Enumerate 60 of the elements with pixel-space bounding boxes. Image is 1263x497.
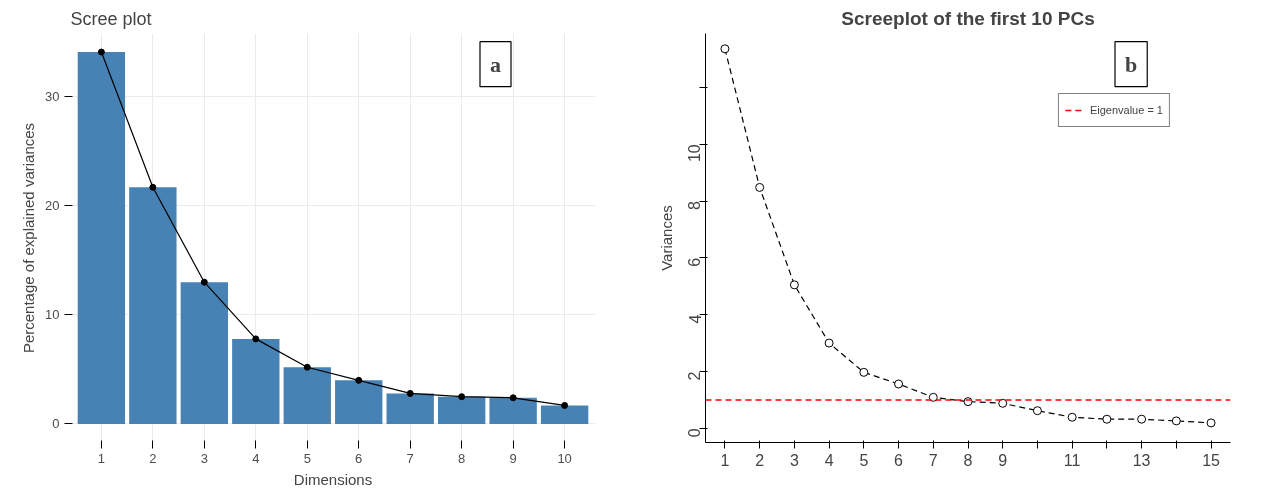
bar (489, 397, 537, 424)
bar (438, 396, 486, 424)
y-axis-title: Variances (657, 205, 675, 271)
bar (232, 338, 280, 424)
y-tick-label: 10 (686, 144, 704, 163)
y-tick-label: 0 (686, 428, 704, 438)
x-tick-label: 5 (859, 451, 869, 469)
y-tick-label: 2 (686, 371, 704, 381)
x-tick-label: 15 (1202, 451, 1221, 469)
point (458, 393, 466, 401)
annotation: a (490, 51, 501, 77)
y-tick-label: 30 (45, 89, 60, 105)
annotation: b (1125, 51, 1138, 77)
point (303, 363, 311, 371)
bar (283, 367, 331, 424)
x-tick-label: 8 (963, 451, 973, 469)
y-tick-label: 20 (45, 198, 60, 214)
x-tick-label: 2 (755, 451, 765, 469)
x-tick-label: 3 (789, 451, 799, 469)
x-axis-title: Dimensions (293, 470, 373, 488)
x-tick-label: 13 (1132, 451, 1151, 469)
y-axis-title: Percentage of explained variances (20, 122, 38, 354)
legend-label: Eigenvalue = 1 (1089, 104, 1163, 116)
x-tick-label: 1 (97, 450, 105, 466)
point (252, 335, 260, 343)
y-tick-label: 10 (45, 307, 60, 323)
x-tick-label: 4 (824, 451, 834, 469)
bar (77, 52, 126, 424)
point (355, 376, 363, 384)
y-tick-label: 6 (686, 257, 704, 267)
x-tick-label: 9 (998, 451, 1008, 469)
chart-title: Screeplot of the first 10 PCs (841, 7, 1095, 29)
point (97, 48, 105, 56)
bar (386, 393, 434, 424)
point (561, 401, 569, 409)
x-tick-label: 2 (149, 450, 157, 466)
bar (540, 405, 589, 424)
x-tick-label: 7 (406, 450, 414, 466)
x-tick-label: 11 (1063, 451, 1081, 469)
point (149, 183, 157, 191)
bar (129, 187, 177, 424)
x-tick-label: 5 (303, 450, 311, 466)
chart-title: Scree plot (70, 8, 152, 29)
point (509, 394, 517, 402)
point (406, 389, 414, 397)
y-tick-label: 0 (52, 416, 60, 432)
x-tick-label: 10 (557, 450, 572, 466)
x-tick-label: 3 (200, 450, 208, 466)
x-tick-label: 1 (720, 451, 730, 469)
bar (335, 380, 383, 424)
point (200, 278, 208, 286)
bar (180, 282, 228, 424)
x-tick-label: 9 (509, 450, 517, 466)
y-tick-label: 4 (686, 314, 704, 324)
x-tick-label: 8 (458, 450, 466, 466)
x-tick-label: 6 (355, 450, 363, 466)
x-tick-label: 6 (894, 451, 904, 469)
x-tick-label: 7 (928, 451, 938, 469)
y-tick-label: 8 (686, 200, 704, 210)
x-tick-label: 4 (252, 450, 260, 466)
